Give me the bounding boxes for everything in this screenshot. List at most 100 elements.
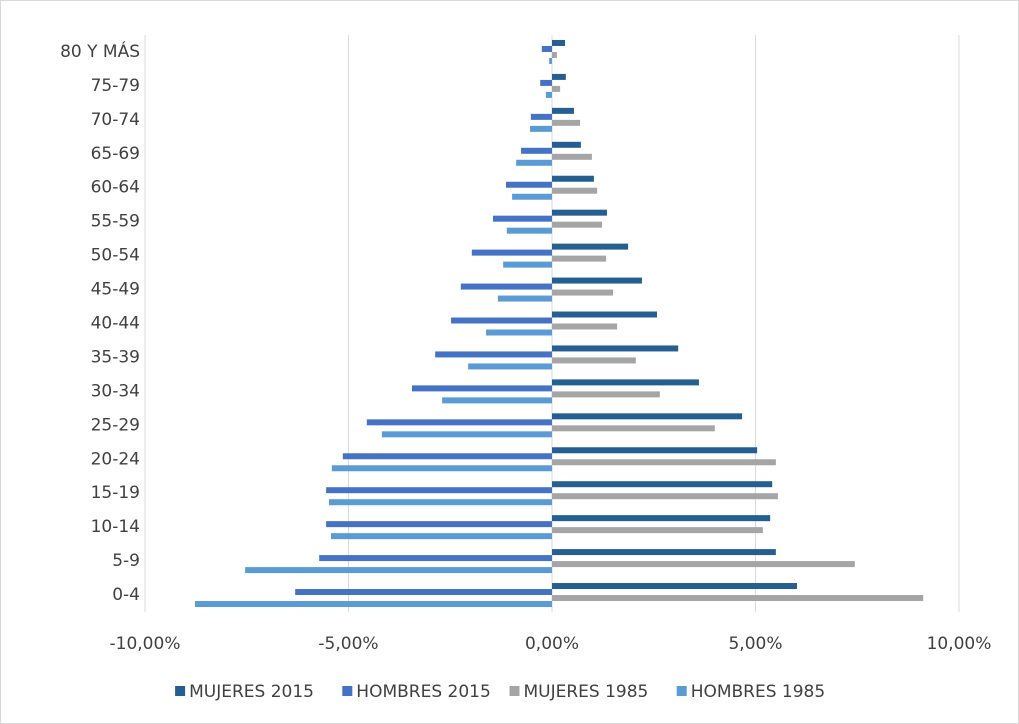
y-tick-label: 50-54 — [91, 246, 140, 266]
bar — [552, 357, 636, 364]
y-tick-label: 60-64 — [91, 178, 140, 198]
bar — [552, 345, 679, 352]
y-tick-label: 5-9 — [112, 551, 140, 571]
y-tick-label: 35-39 — [91, 347, 140, 367]
bar — [552, 73, 566, 80]
bar — [552, 39, 566, 46]
bar — [326, 521, 552, 528]
bar — [516, 159, 552, 166]
y-tick-label: 45-49 — [91, 280, 140, 300]
legend-swatch — [175, 686, 186, 696]
bar — [552, 51, 557, 58]
bar — [552, 595, 924, 602]
bar — [552, 481, 773, 488]
bar — [552, 391, 660, 398]
bar — [330, 533, 552, 540]
bar — [549, 57, 552, 64]
bar — [552, 243, 629, 250]
bar — [366, 419, 552, 426]
bar — [411, 385, 552, 392]
x-tick-label: -5,00% — [318, 634, 378, 654]
bar — [381, 431, 552, 438]
bar — [552, 447, 758, 454]
bar — [451, 317, 552, 324]
bar — [506, 227, 552, 234]
bar — [342, 453, 552, 460]
bar — [552, 209, 607, 216]
bar — [506, 181, 552, 188]
bar — [552, 549, 776, 556]
x-tick-label: 10,00% — [927, 634, 992, 654]
legend-swatch — [676, 686, 687, 696]
bar — [521, 147, 552, 154]
bar — [552, 153, 592, 160]
bar — [245, 567, 552, 574]
bar — [552, 141, 581, 148]
bar — [545, 91, 552, 98]
bar — [468, 363, 552, 370]
bar — [552, 323, 618, 330]
y-tick-label: 30-34 — [91, 381, 140, 401]
y-tick-label: 0-4 — [112, 585, 140, 605]
bar — [552, 527, 763, 534]
bar — [552, 175, 594, 182]
bar — [328, 499, 552, 506]
bar — [552, 425, 715, 432]
bar — [460, 283, 552, 290]
bar — [331, 465, 552, 472]
y-tick-label: 40-44 — [91, 314, 140, 334]
x-tick-label: 0,00% — [525, 634, 579, 654]
bar — [552, 379, 699, 386]
x-tick-label: 5,00% — [728, 634, 782, 654]
y-tick-label: 20-24 — [91, 449, 140, 469]
legend-swatch — [342, 686, 353, 696]
bar — [552, 561, 855, 568]
y-tick-label: 75-79 — [91, 76, 140, 96]
bar — [530, 125, 552, 132]
bar — [540, 79, 552, 86]
bar — [326, 487, 552, 494]
legend-swatch — [509, 686, 520, 696]
bar — [295, 589, 552, 596]
y-tick-label: 65-69 — [91, 144, 140, 164]
bar — [541, 45, 552, 52]
bar — [512, 193, 552, 200]
bar — [552, 107, 574, 114]
bar — [497, 295, 552, 302]
bar — [492, 215, 552, 222]
bar — [195, 601, 552, 608]
y-tick-label: 25-29 — [91, 415, 140, 435]
bar — [503, 261, 552, 268]
bar — [552, 413, 743, 420]
bar — [530, 113, 552, 120]
y-tick-label: 55-59 — [91, 212, 140, 232]
bar — [486, 329, 552, 336]
y-tick-label: 80 Y MÁS — [60, 40, 140, 62]
y-tick-label: 15-19 — [91, 483, 140, 503]
legend-label: HOMBRES 1985 — [691, 682, 826, 702]
bar — [552, 515, 771, 522]
bar — [552, 459, 776, 466]
bar — [552, 255, 607, 262]
legend-label: HOMBRES 2015 — [356, 682, 491, 702]
bar — [319, 555, 552, 562]
bar — [471, 249, 552, 256]
bar — [552, 289, 614, 296]
bar — [442, 397, 552, 404]
bar — [552, 187, 598, 194]
bar — [552, 493, 778, 500]
bar — [552, 119, 581, 126]
legend-label: MUJERES 2015 — [189, 682, 314, 702]
bar — [435, 351, 552, 358]
x-tick-label: -10,00% — [110, 634, 181, 654]
bar — [552, 311, 658, 318]
bar — [552, 277, 642, 284]
y-tick-label: 10-14 — [91, 517, 140, 537]
bar — [552, 85, 561, 92]
bar — [552, 583, 798, 590]
legend-label: MUJERES 1985 — [524, 682, 649, 702]
y-tick-label: 70-74 — [91, 110, 140, 130]
bar — [552, 221, 603, 228]
